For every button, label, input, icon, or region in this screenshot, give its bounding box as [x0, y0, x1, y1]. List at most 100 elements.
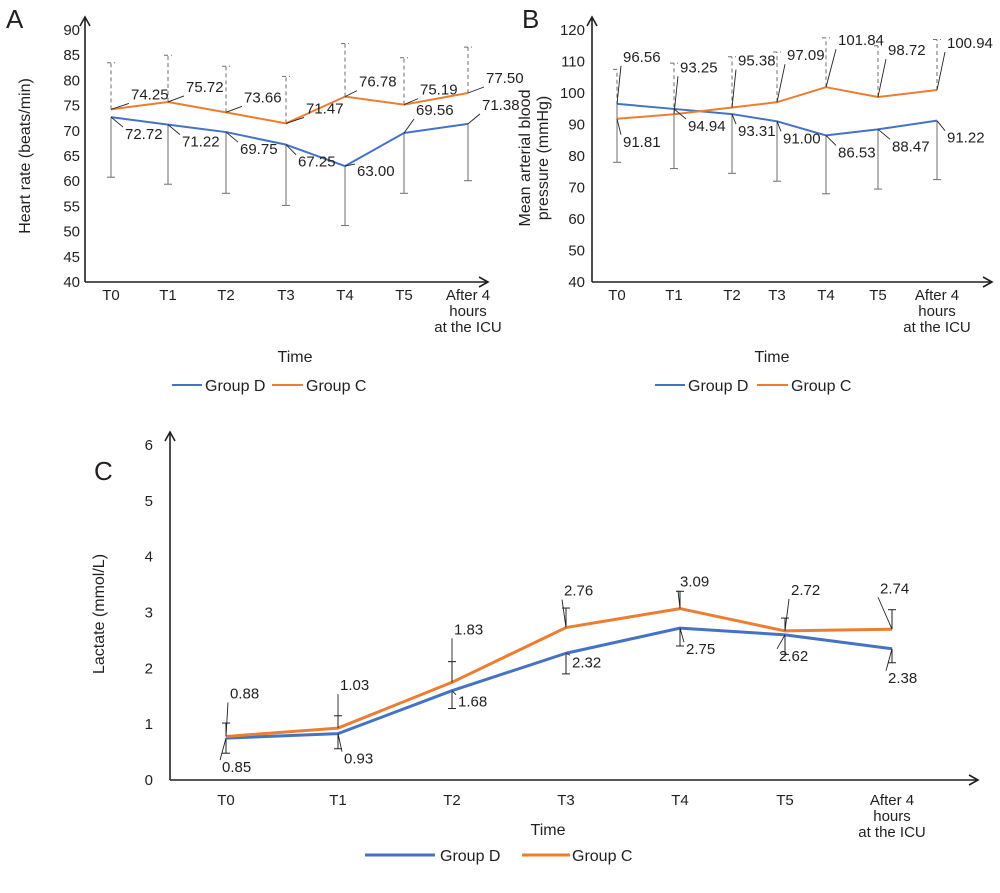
y-tick-label: 0	[145, 772, 153, 789]
data-label-group-d: 96.56	[623, 49, 661, 66]
y-tick-label: 75	[63, 98, 80, 115]
y-axis-arrow	[586, 15, 598, 27]
x-tick-label: T0	[608, 287, 626, 304]
data-label-group-d: 63.00	[357, 163, 395, 180]
y-tick-label: 50	[63, 224, 80, 241]
data-label-group-d: 2.32	[572, 654, 601, 671]
label-leader-line	[403, 98, 419, 106]
x-tick-label: T0	[217, 792, 235, 809]
data-label-group-c: 93.25	[680, 59, 718, 76]
x-tick-label: T1	[159, 287, 177, 304]
x-tick-label: at the ICU	[858, 824, 926, 841]
data-label-group-d: 72.72	[125, 126, 163, 143]
label-leader-line	[776, 634, 786, 650]
legend-label-group-c: Group C	[572, 848, 632, 865]
label-leader-line	[673, 108, 687, 120]
label-leader-line	[677, 590, 681, 609]
data-label-group-c: 97.09	[787, 47, 825, 64]
x-tick-label: T1	[665, 287, 683, 304]
label-leader-line	[344, 163, 356, 167]
y-tick-label: 60	[63, 173, 80, 190]
data-label-group-c: 91.81	[623, 134, 661, 151]
data-label-group-d: 71.22	[182, 134, 220, 151]
x-tick-label: After 4	[915, 287, 959, 304]
label-leader-line	[825, 49, 837, 88]
y-tick-label: 45	[63, 249, 80, 266]
y-tick-label: 100	[560, 85, 585, 102]
label-leader-line	[679, 628, 685, 643]
legend: Group D Group C	[655, 378, 851, 395]
x-tick-label: T3	[557, 792, 575, 809]
y-tick-label: 40	[568, 274, 585, 291]
x-tick-label: T1	[329, 792, 347, 809]
data-label-group-c: 75.19	[420, 82, 458, 99]
label-leader-line	[110, 102, 130, 110]
data-label-group-c: 95.38	[738, 53, 776, 70]
data-label-group-d: 94.94	[688, 118, 726, 135]
y-tick-label: 4	[145, 549, 153, 566]
x-tick-label: T5	[395, 287, 413, 304]
legend: Group D Group C	[365, 848, 632, 865]
chart-panel-a: A 40 45 50 55 60 65 70 75 80 85 90 T0 T1 T2 T3 T4 T5 After…	[6, 4, 524, 395]
data-label-group-d: 1.68	[458, 694, 487, 711]
data-label-group-d: 67.25	[298, 154, 336, 171]
x-tick-label: T2	[217, 287, 235, 304]
y-tick-label: 6	[145, 437, 153, 454]
y-tick-label: 70	[568, 180, 585, 197]
panel-letter: B	[522, 4, 539, 34]
x-tick-label: After 4	[870, 792, 914, 809]
data-label-group-d: 91.22	[947, 130, 985, 147]
x-tick-label: hours	[873, 808, 911, 825]
data-label-group-c: 0.88	[230, 685, 259, 702]
label-leader-line	[344, 90, 358, 98]
y-tick-label: 110	[561, 54, 585, 71]
data-label-group-c: 2.74	[880, 580, 909, 597]
x-tick-label: at the ICU	[434, 319, 502, 336]
label-leader-line	[776, 64, 786, 103]
data-label-group-d: 86.53	[838, 144, 876, 161]
label-leader-line	[731, 69, 737, 108]
x-axis-title: Time	[531, 822, 566, 839]
x-tick-label: T5	[869, 287, 887, 304]
label-leader-line	[877, 128, 891, 140]
y-tick-label: 120	[560, 22, 585, 39]
x-tick-label: hours	[449, 303, 487, 320]
y-tick-label: 80	[63, 72, 80, 89]
x-tick-label: T0	[102, 287, 120, 304]
data-label-group-c: 2.76	[564, 583, 593, 600]
y-axis-arrow	[79, 15, 91, 27]
y-tick-label: 55	[63, 198, 80, 215]
y-axis-title-line1: Mean arterial blood	[517, 90, 534, 227]
data-label-group-d: 2.62	[779, 648, 808, 665]
x-tick-label: T5	[776, 792, 794, 809]
label-leader-line	[877, 58, 887, 98]
data-label-group-c: 1.03	[340, 677, 369, 694]
x-tick-label: at the ICU	[903, 319, 971, 336]
panel-letter: A	[6, 4, 24, 34]
label-leader-line	[403, 118, 415, 134]
data-label-group-c: 71.47	[306, 100, 344, 117]
y-tick-label: 90	[568, 117, 585, 134]
data-label-group-c: 1.83	[454, 621, 483, 638]
label-leader-line	[936, 120, 946, 131]
data-label-group-c: 98.72	[888, 42, 926, 59]
data-label-group-c: 73.66	[244, 89, 282, 106]
label-leader-line	[616, 118, 622, 135]
data-label-group-c: 76.78	[359, 74, 397, 91]
y-tick-label: 65	[63, 148, 80, 165]
x-tick-label: T4	[817, 287, 835, 304]
x-tick-label: T3	[768, 287, 786, 304]
label-leader-line	[731, 113, 737, 125]
label-leader-line	[219, 738, 227, 761]
x-tick-label: T4	[336, 287, 354, 304]
label-leader-line	[877, 597, 893, 630]
y-tick-label: 1	[145, 716, 153, 733]
y-tick-label: 70	[63, 123, 80, 140]
label-leader-line	[616, 65, 622, 104]
y-axis-title: Heart rate (beats/min)	[17, 78, 34, 234]
label-leader-line	[825, 135, 837, 146]
data-label-group-c: 3.09	[680, 574, 709, 591]
label-leader-line	[885, 648, 893, 671]
